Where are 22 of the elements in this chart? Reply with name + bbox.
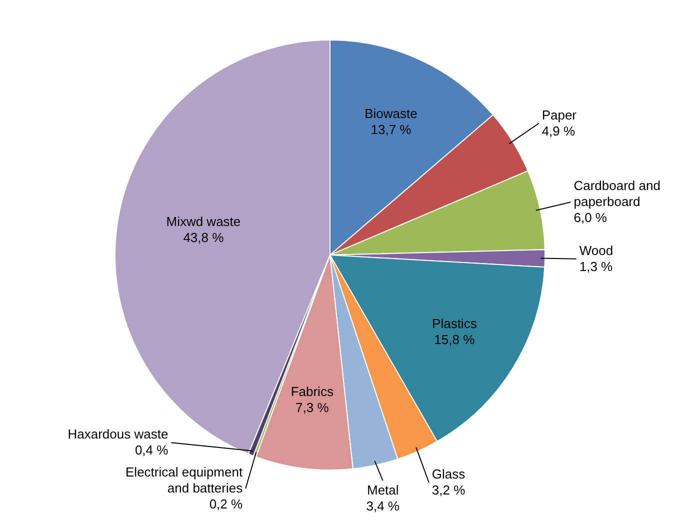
data-label: 43,8 % <box>183 230 224 246</box>
slice-label: Wood <box>579 242 614 258</box>
slice-label: Paper <box>542 107 578 122</box>
data-label: 7,3 % <box>296 400 330 416</box>
slice-label: Glass <box>432 466 466 482</box>
slice-label: Fabrics <box>290 384 334 400</box>
slice-label: Cardboard and paperboard <box>574 178 660 210</box>
slice-label: Mixwd waste <box>166 214 241 230</box>
data-label: 3,4 % <box>366 498 400 514</box>
data-label: 15,8 % <box>434 332 476 347</box>
slice-label: Metal <box>366 482 399 498</box>
data-label: 0,2 % <box>209 496 244 512</box>
slice-label: Electrical equipment and batteries <box>126 464 244 496</box>
data-label: 6,0 % <box>574 210 608 226</box>
slice-label: Haxardous waste <box>68 426 168 442</box>
data-label: 3,2 % <box>432 482 466 498</box>
data-label: 13,7 % <box>370 122 412 138</box>
data-label: 0,4 % <box>134 442 169 458</box>
data-label: 1,3 % <box>579 258 614 274</box>
slice-label: Plastics <box>432 316 478 331</box>
data-label: 4,9 % <box>542 123 576 138</box>
slice-label: Biowaste <box>364 106 418 122</box>
